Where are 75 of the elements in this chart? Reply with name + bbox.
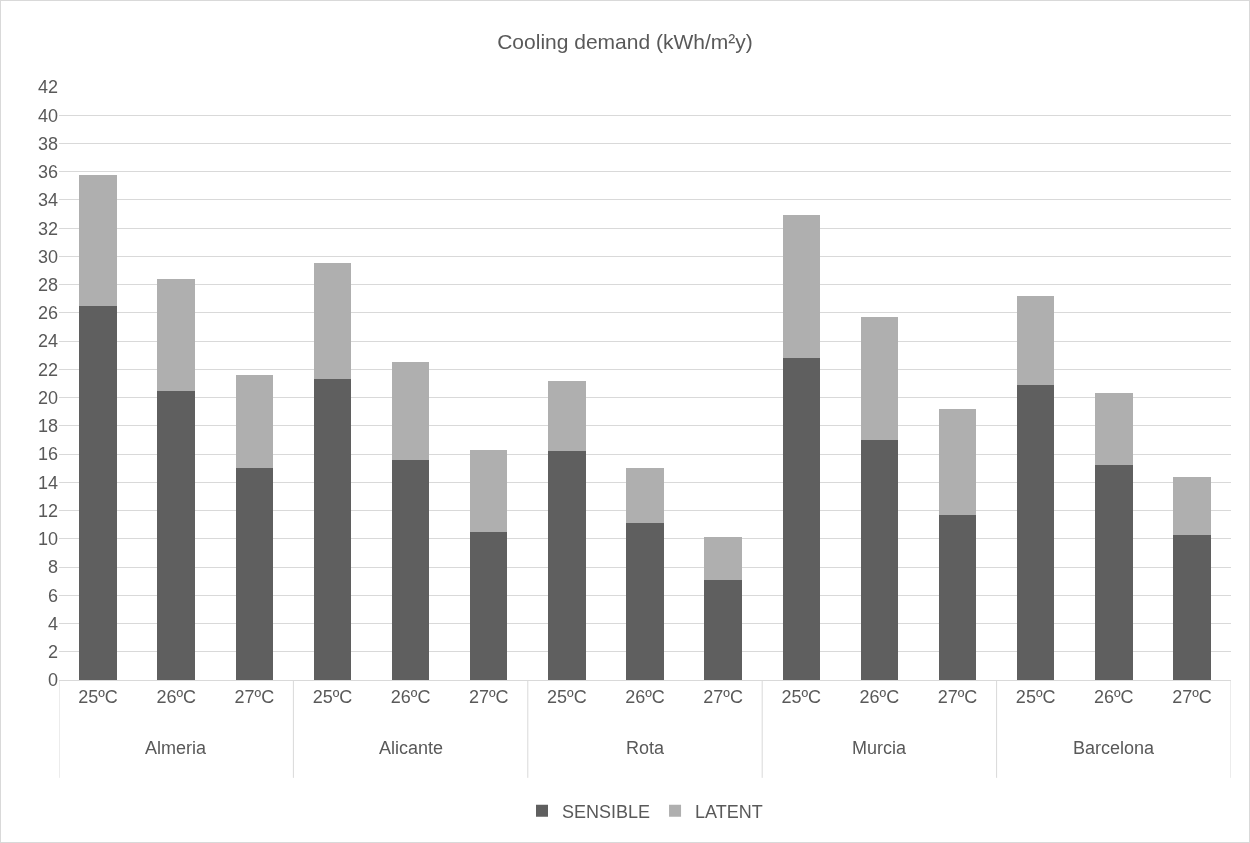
bar	[313, 379, 352, 680]
text: Murcia	[852, 738, 907, 758]
bar	[157, 279, 195, 391]
bar	[860, 317, 899, 440]
x-tick-label: 25ºC	[312, 686, 353, 707]
y-tick-label: 30	[37, 246, 58, 267]
chart-title: Cooling demand (kWh/m²y)	[497, 30, 753, 54]
y-tick-label: 24	[37, 331, 58, 352]
y-tick-label: 34	[37, 190, 58, 211]
x-tick-label: 25ºC	[1015, 686, 1056, 707]
bar	[704, 537, 742, 580]
x-tick-label: 25ºC	[547, 686, 587, 707]
bar	[391, 362, 430, 460]
bar	[626, 468, 664, 524]
bar	[157, 390, 195, 680]
legend-label: SENSIBLE	[562, 801, 651, 822]
y-tick-label: 6	[47, 585, 58, 606]
bar	[469, 531, 508, 680]
bar	[469, 449, 508, 532]
y-tick-label: 10	[37, 529, 58, 550]
y-tick-label: 20	[37, 387, 58, 408]
bar	[1095, 465, 1133, 680]
y-tick-label: 32	[37, 218, 58, 239]
bar	[235, 375, 274, 469]
bar	[938, 514, 977, 680]
y-tick-label: 40	[37, 105, 58, 126]
x-tick-label: 26ºC	[625, 686, 665, 707]
bar	[391, 459, 430, 680]
bar	[1016, 384, 1055, 680]
bar	[1173, 476, 1211, 535]
y-tick-label: 36	[37, 162, 58, 183]
legend-label: LATENT	[695, 801, 763, 822]
text: Alicante	[379, 738, 444, 758]
x-tick-label: 26ºC	[1094, 686, 1134, 707]
bar	[782, 215, 821, 359]
x-tick-label: 27ºC	[468, 686, 509, 707]
bar	[1173, 534, 1211, 680]
bar	[626, 523, 664, 680]
x-tick-label: 27ºC	[234, 686, 275, 707]
y-tick-label: 4	[47, 613, 58, 634]
y-tick-label: 38	[37, 133, 58, 154]
text: Barcelona	[1073, 738, 1156, 758]
y-tick-label: 2	[47, 642, 58, 663]
bar	[860, 439, 899, 680]
bar	[79, 305, 117, 680]
x-tick-label: 26ºC	[390, 686, 431, 707]
bar	[782, 358, 821, 680]
y-tick-label: 14	[37, 472, 58, 493]
bar	[548, 380, 586, 452]
bar	[235, 468, 274, 680]
x-tick-label: 27ºC	[937, 686, 978, 707]
y-tick-label: 0	[47, 670, 58, 691]
text: Rota	[626, 738, 666, 758]
x-tick-label: 27ºC	[703, 686, 743, 707]
bar	[313, 263, 352, 380]
bar	[79, 174, 117, 306]
y-tick-label: 28	[37, 274, 58, 295]
bar	[938, 408, 977, 515]
bar	[548, 451, 586, 680]
x-tick-label: 25ºC	[781, 686, 822, 707]
y-tick-label: 42	[37, 77, 58, 98]
y-tick-label: 22	[37, 359, 58, 380]
x-tick-label: 25ºC	[78, 686, 118, 707]
y-tick-label: 26	[37, 303, 58, 324]
y-tick-label: 18	[37, 416, 58, 437]
x-tick-label: 27ºC	[1172, 686, 1212, 707]
bar	[1016, 295, 1055, 385]
x-tick-label: 26ºC	[156, 686, 196, 707]
bar	[704, 579, 742, 680]
y-tick-label: 8	[47, 557, 58, 578]
text: Almeria	[145, 738, 207, 758]
y-tick-label: 16	[37, 444, 58, 465]
y-tick-label: 12	[37, 500, 58, 521]
x-tick-label: 26ºC	[859, 686, 900, 707]
bar	[1095, 393, 1133, 466]
